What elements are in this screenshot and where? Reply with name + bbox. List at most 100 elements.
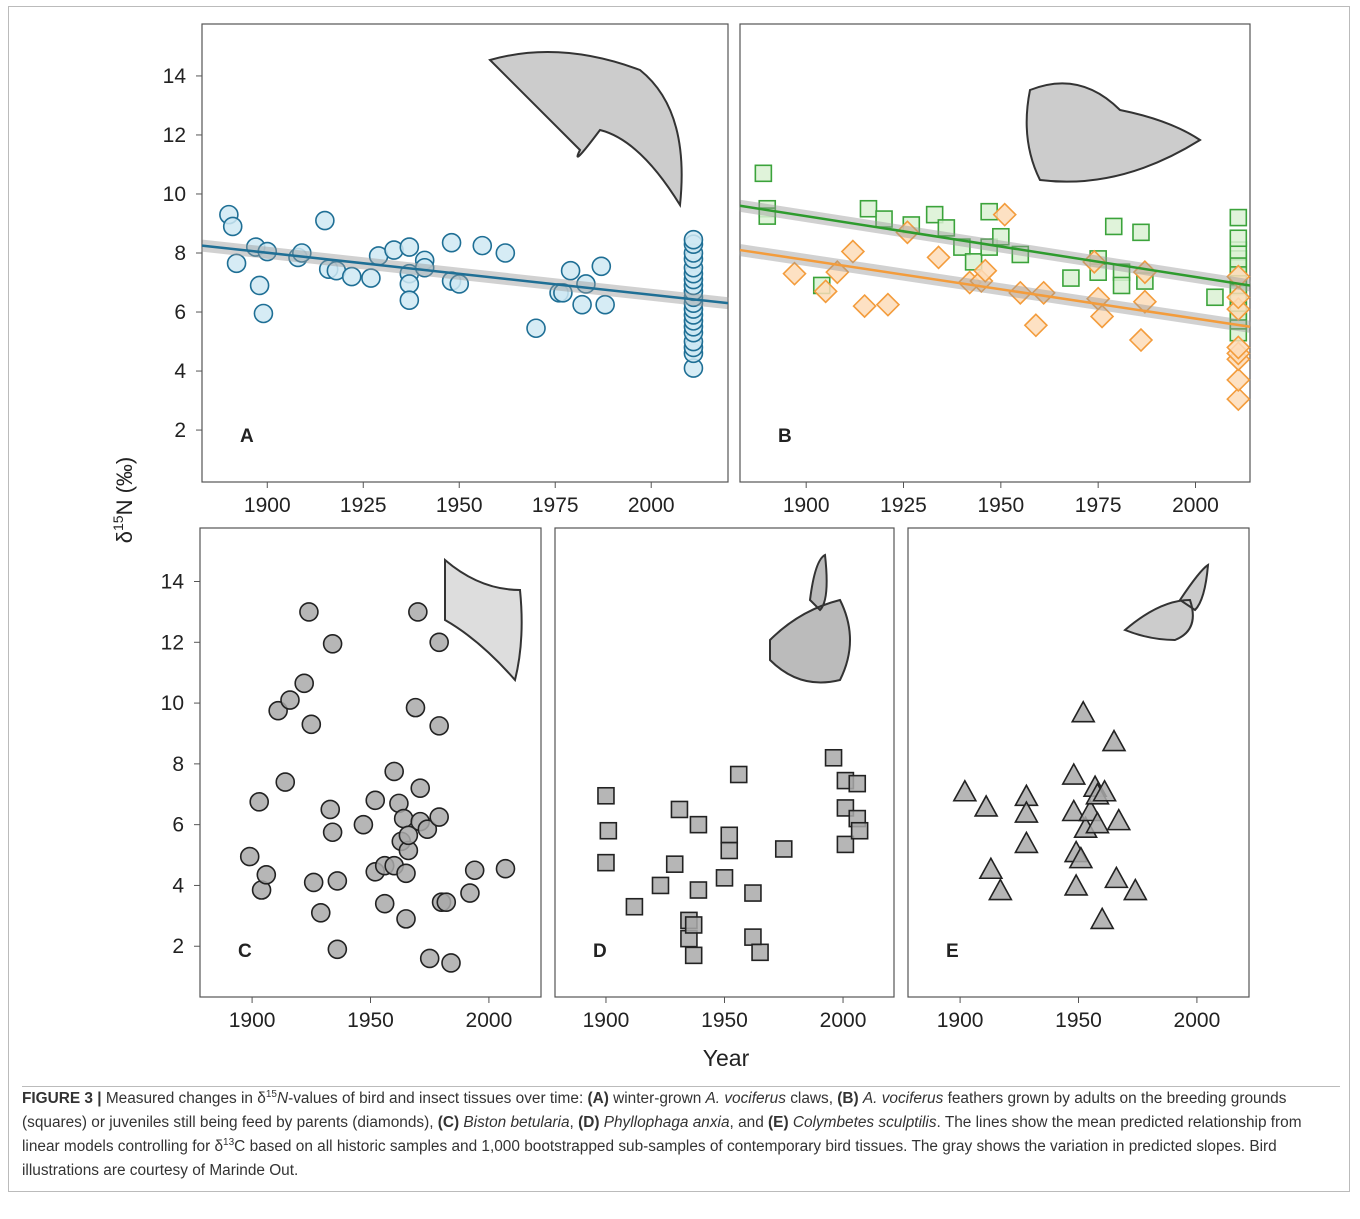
point (495, 243, 516, 263)
y-tick-label: 8 (174, 242, 186, 265)
point (365, 790, 386, 811)
point (1092, 779, 1117, 802)
y-tick-label: 6 (172, 814, 184, 837)
point (399, 237, 420, 257)
y-label-sup: 15 (110, 515, 126, 531)
x-tick-label: 2000 (820, 1009, 867, 1032)
point (689, 881, 708, 899)
point (464, 860, 485, 881)
point (774, 840, 793, 858)
point (1122, 877, 1148, 901)
point (729, 765, 748, 784)
point (341, 266, 362, 287)
point (1089, 906, 1115, 930)
point (429, 807, 449, 827)
y-tick-label: 14 (161, 570, 185, 593)
caption-text: A. vociferus (862, 1090, 944, 1107)
point (327, 871, 348, 891)
point (526, 318, 546, 339)
y-tick-label: 4 (172, 874, 184, 897)
caption-text: -values of bird and insect tissues over … (288, 1090, 588, 1107)
points (239, 602, 516, 973)
x-tick-label: 1900 (937, 1009, 984, 1032)
trend-line (739, 248, 1251, 329)
x-tick-label: 1975 (532, 494, 579, 517)
point (322, 822, 343, 843)
y-tick-label: 14 (163, 65, 187, 88)
y-tick-label: 2 (174, 419, 186, 442)
point (320, 799, 341, 820)
point (1206, 288, 1224, 307)
point (715, 869, 734, 887)
caption-text: feathers grown by adults on the breeding… (22, 1090, 1287, 1131)
point (840, 239, 866, 264)
y-tick-label: 10 (163, 183, 186, 206)
point (744, 928, 762, 946)
point (553, 283, 573, 303)
x-tick-label: 1900 (229, 1009, 276, 1032)
point (670, 800, 689, 819)
point (408, 602, 428, 622)
x-tick-label: 1900 (244, 494, 291, 517)
x-tick-label: 1950 (436, 494, 483, 517)
y-label-part: δ (112, 531, 137, 543)
point (294, 673, 314, 694)
panel-label: D (593, 941, 607, 962)
caption-text: Biston betularia (463, 1114, 570, 1131)
y-label-part: N (‰) (112, 457, 137, 516)
point (310, 903, 331, 923)
point (396, 909, 416, 929)
caption-text: winter-grown (608, 1090, 706, 1107)
point (1061, 762, 1087, 785)
point (850, 821, 869, 840)
figure-frame (8, 6, 1350, 1192)
point (560, 260, 581, 281)
caption-text: . The lines show the mean predicted rela… (22, 1114, 1302, 1155)
point (1085, 810, 1110, 834)
point (988, 877, 1013, 901)
caption-text: (B) (837, 1090, 863, 1107)
point (926, 245, 951, 270)
point (1062, 269, 1080, 287)
x-tick-label: 1950 (347, 1009, 394, 1032)
point (665, 855, 684, 873)
point (303, 872, 324, 893)
point (495, 858, 516, 879)
point (852, 293, 877, 319)
point (429, 632, 449, 653)
point (417, 819, 438, 840)
x-tick-label: 1975 (1075, 494, 1122, 517)
caption-text: A. vociferus (705, 1090, 786, 1107)
caption-text: Phyllophaga anxia (603, 1114, 730, 1131)
point (222, 216, 243, 237)
trend-line (201, 244, 729, 305)
point (937, 219, 956, 237)
point (625, 897, 644, 916)
point (1070, 700, 1096, 723)
point (953, 238, 971, 256)
panel-label: C (238, 941, 252, 962)
point (751, 943, 769, 962)
point (410, 778, 431, 798)
point (980, 202, 998, 221)
point (399, 290, 420, 311)
point (399, 274, 420, 294)
point (720, 826, 739, 845)
point (1106, 807, 1132, 831)
caption-text: C based on all historic samples and 1,00… (22, 1138, 1277, 1179)
point (782, 261, 807, 286)
x-tick-label: 1950 (1055, 1009, 1102, 1032)
point (754, 164, 773, 183)
point (758, 207, 777, 225)
point (398, 825, 419, 846)
point (1132, 289, 1158, 314)
point (275, 772, 296, 792)
point (1023, 313, 1049, 338)
x-tick-label: 2000 (1174, 1009, 1221, 1032)
point (1089, 304, 1115, 329)
point (925, 205, 944, 224)
y-tick-label: 6 (174, 301, 186, 324)
x-tick-label: 1900 (583, 1009, 630, 1032)
point (256, 865, 277, 885)
